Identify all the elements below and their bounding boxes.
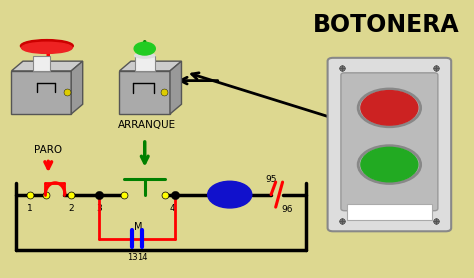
Text: PARO: PARO (34, 145, 62, 155)
FancyBboxPatch shape (135, 56, 155, 71)
Text: 13: 13 (127, 253, 137, 262)
FancyBboxPatch shape (328, 58, 451, 231)
Ellipse shape (134, 42, 155, 55)
Text: 4: 4 (170, 204, 175, 213)
Polygon shape (170, 61, 182, 114)
Ellipse shape (22, 42, 72, 53)
Text: 4: 4 (152, 94, 156, 103)
Text: 14: 14 (137, 253, 148, 262)
Text: 1: 1 (27, 204, 33, 213)
FancyBboxPatch shape (347, 204, 432, 220)
Text: 3: 3 (131, 83, 136, 92)
FancyBboxPatch shape (33, 56, 50, 71)
Text: 96: 96 (282, 205, 293, 214)
Circle shape (208, 181, 252, 208)
Polygon shape (119, 61, 182, 71)
Text: M: M (134, 222, 142, 232)
Polygon shape (71, 61, 82, 114)
Text: 2: 2 (57, 89, 62, 98)
FancyBboxPatch shape (11, 71, 71, 114)
Text: 2: 2 (68, 204, 74, 213)
Polygon shape (11, 61, 82, 71)
Text: 3: 3 (96, 204, 101, 213)
Ellipse shape (20, 40, 73, 52)
FancyBboxPatch shape (341, 73, 438, 211)
FancyBboxPatch shape (119, 71, 170, 114)
Text: ARRANQUE: ARRANQUE (118, 120, 176, 130)
Text: 1: 1 (32, 89, 37, 98)
Ellipse shape (135, 53, 155, 58)
Circle shape (361, 91, 418, 125)
Text: BOTONERA: BOTONERA (313, 13, 459, 37)
Text: 95: 95 (265, 175, 277, 184)
Circle shape (361, 147, 418, 182)
Text: M: M (224, 188, 236, 201)
